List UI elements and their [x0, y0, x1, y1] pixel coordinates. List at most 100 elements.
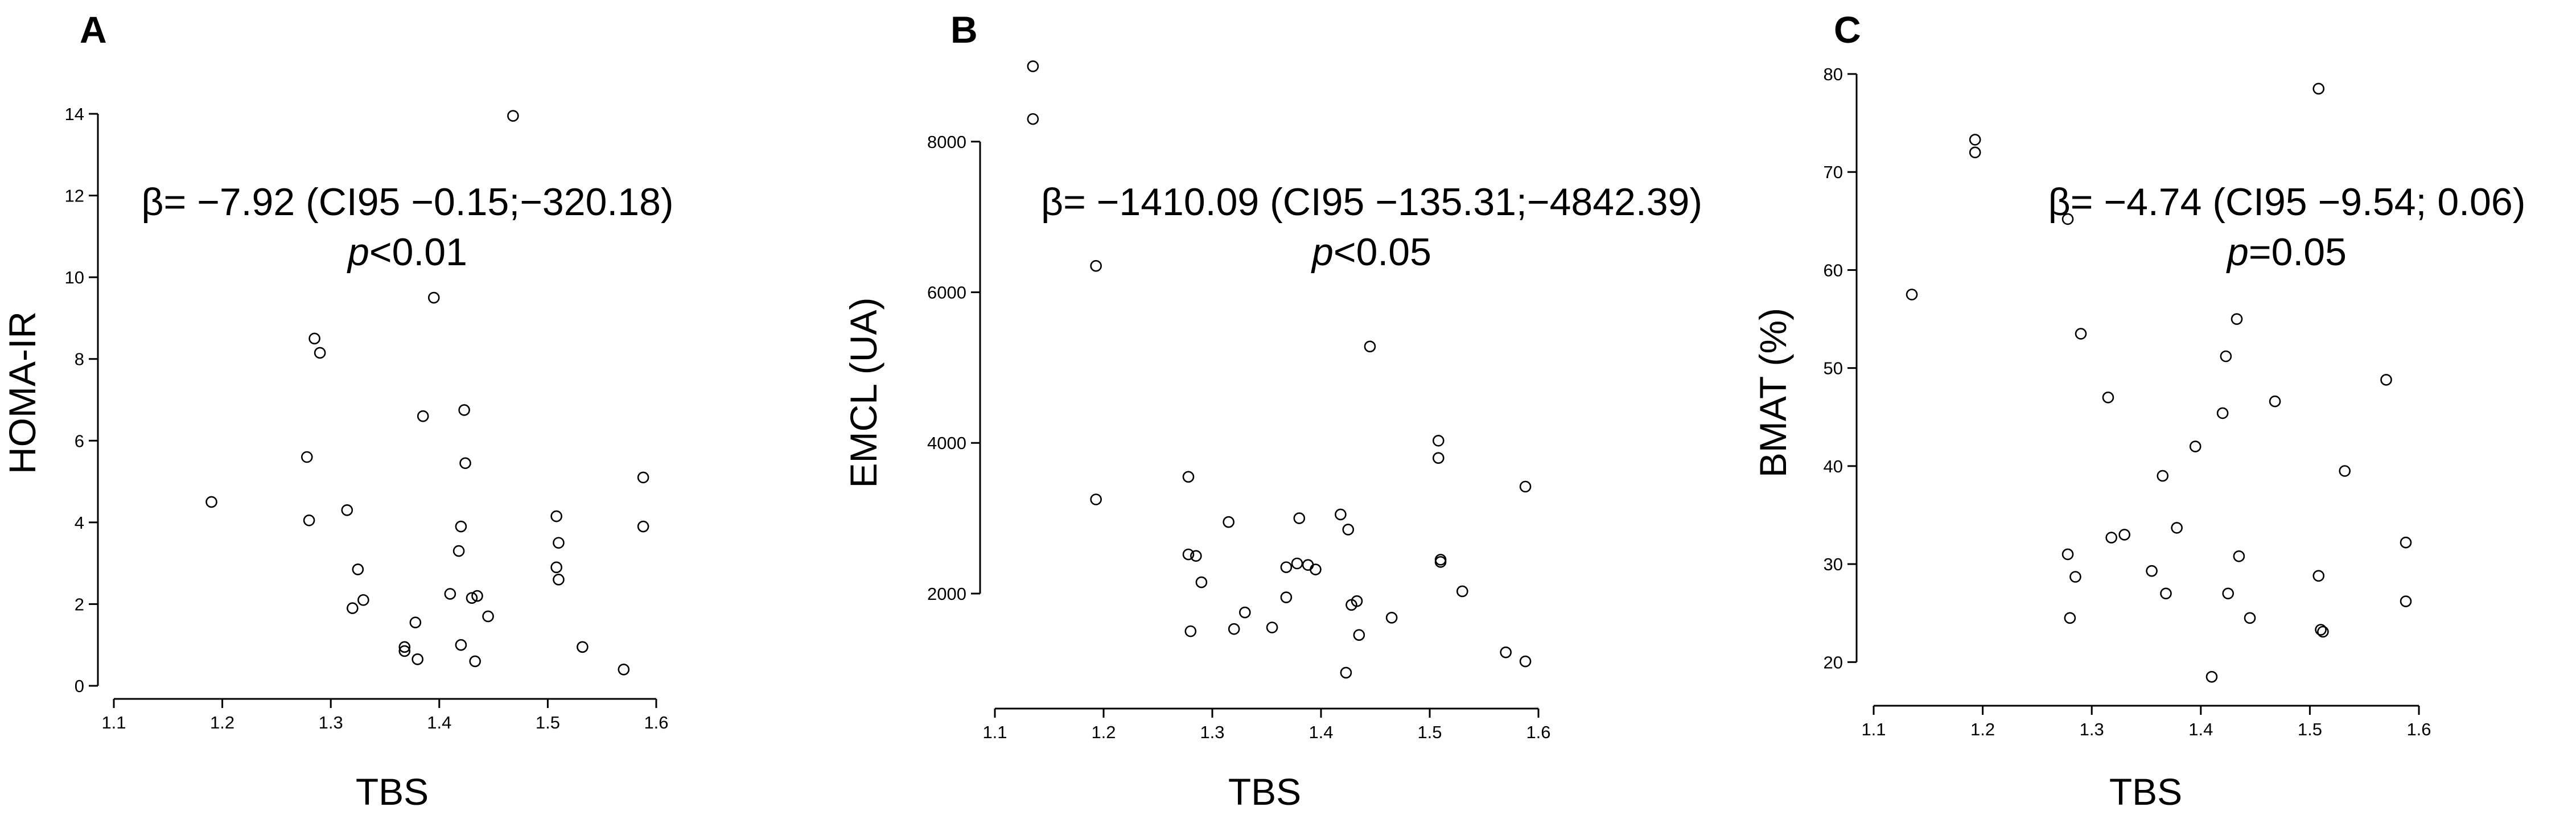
- data-point: [1340, 666, 1352, 679]
- p-value-annotation: p<0.01: [347, 230, 467, 274]
- data-point: [1182, 548, 1195, 561]
- data-point: [2064, 612, 2076, 624]
- y-tick-label: 60: [1824, 260, 1843, 280]
- y-ticks: 20 30 40 50 60 70 80: [1824, 64, 1857, 672]
- data-point: [2380, 374, 2392, 386]
- data-point: [2069, 571, 2081, 583]
- data-point: [341, 504, 353, 516]
- data-point: [1969, 146, 1981, 159]
- data-point: [1239, 606, 1251, 619]
- data-point: [455, 639, 467, 651]
- p-value: <0.05: [1334, 230, 1431, 274]
- x-ticks: 1.1 1.2 1.3 1.4 1.5 1.6: [101, 699, 669, 732]
- data-point: [1280, 591, 1293, 603]
- data-point: [1342, 524, 1355, 536]
- data-point: [637, 471, 649, 484]
- data-point: [2244, 612, 2256, 624]
- y-tick-label: 10: [65, 267, 84, 287]
- data-point: [2157, 470, 2169, 482]
- data-point: [1027, 60, 1039, 72]
- data-point: [455, 520, 467, 533]
- data-point: [357, 594, 369, 606]
- data-point: [2205, 670, 2218, 683]
- y-tick-label: 4000: [927, 433, 966, 453]
- y-tick-label: 0: [75, 676, 84, 696]
- data-point: [1195, 576, 1208, 588]
- data-point: [471, 590, 483, 602]
- data-point: [2075, 328, 2087, 340]
- x-tick-label: 1.2: [1091, 722, 1116, 742]
- p-value-annotation: p=0.05: [2226, 230, 2347, 274]
- data-point: [1353, 629, 1365, 641]
- y-axis-title: HOMA-IR: [1, 311, 43, 474]
- p-value: <0.01: [369, 230, 467, 274]
- data-point: [1280, 561, 1293, 573]
- data-point: [1090, 260, 1102, 272]
- data-point: [301, 451, 313, 463]
- data-point: [553, 574, 565, 586]
- data-points: [1027, 60, 1532, 679]
- x-tick-label: 1.3: [2080, 719, 2104, 739]
- data-point: [507, 110, 519, 122]
- x-ticks: 1.1 1.2 1.3 1.4 1.5 1.6: [982, 709, 1551, 742]
- data-point: [637, 520, 649, 533]
- data-point: [1519, 655, 1532, 668]
- data-point: [1351, 595, 1363, 607]
- panel-letter-a: A: [80, 9, 107, 51]
- data-point: [1969, 134, 1981, 146]
- data-point: [444, 588, 456, 600]
- data-point: [2102, 392, 2114, 404]
- data-point: [1432, 434, 1445, 447]
- y-tick-label: 6000: [927, 283, 966, 303]
- p-symbol: p: [347, 230, 369, 274]
- data-point: [1090, 493, 1102, 505]
- beta-annotation: β= −1410.09 (CI95 −135.31;−4842.39): [1041, 180, 1702, 224]
- x-axis-title: TBS: [1228, 771, 1301, 813]
- data-point: [2222, 587, 2234, 600]
- y-ticks: 2000 4000 6000 8000: [927, 132, 980, 604]
- data-points: [1906, 83, 2412, 683]
- x-tick-label: 1.5: [1417, 722, 1442, 742]
- y-tick-label: 50: [1824, 359, 1843, 378]
- y-tick-label: 12: [65, 186, 84, 206]
- x-tick-label: 1.6: [1526, 722, 1550, 742]
- panel-a: A 0 2 4 6 8 10 12 14 1.1 1.2 1.3 1.4 1.5 1.6 TBS HOM…: [1, 9, 674, 813]
- data-point: [2400, 595, 2412, 607]
- y-tick-label: 2: [75, 594, 84, 614]
- y-tick-label: 70: [1824, 162, 1843, 182]
- data-point: [2312, 570, 2325, 582]
- data-point: [411, 653, 423, 665]
- data-point: [2220, 350, 2232, 363]
- data-point: [1335, 508, 1347, 521]
- x-tick-label: 1.2: [210, 713, 234, 732]
- data-point: [1182, 471, 1195, 483]
- data-point: [1906, 289, 1918, 301]
- x-axis-title: TBS: [356, 771, 429, 813]
- p-symbol: p: [2226, 230, 2249, 274]
- data-point: [2105, 532, 2117, 544]
- data-point: [1302, 559, 1314, 571]
- data-point: [2400, 536, 2412, 549]
- data-point: [2315, 624, 2327, 636]
- x-tick-label: 1.1: [1861, 719, 1886, 739]
- x-axis-title: TBS: [2109, 771, 2182, 813]
- data-point: [2061, 213, 2074, 225]
- beta-annotation: β= −4.74 (CI95 −9.54; 0.06): [2048, 180, 2526, 224]
- panel-b: B 2000 4000 6000 8000 1.1 1.2 1.3 1.4 1.5 1.6 TB…: [842, 9, 1702, 813]
- data-point: [482, 610, 494, 623]
- data-point: [314, 347, 326, 359]
- data-point: [618, 663, 630, 676]
- data-point: [1456, 585, 1468, 598]
- data-point: [2269, 395, 2281, 407]
- y-tick-label: 80: [1824, 64, 1843, 84]
- data-point: [2312, 83, 2325, 95]
- data-point: [2160, 587, 2172, 600]
- y-tick-label: 2000: [927, 584, 966, 604]
- data-point: [1432, 452, 1445, 464]
- data-point: [2233, 550, 2245, 562]
- data-points: [205, 110, 649, 676]
- data-point: [469, 655, 481, 668]
- data-point: [458, 404, 470, 416]
- y-tick-label: 20: [1824, 652, 1843, 672]
